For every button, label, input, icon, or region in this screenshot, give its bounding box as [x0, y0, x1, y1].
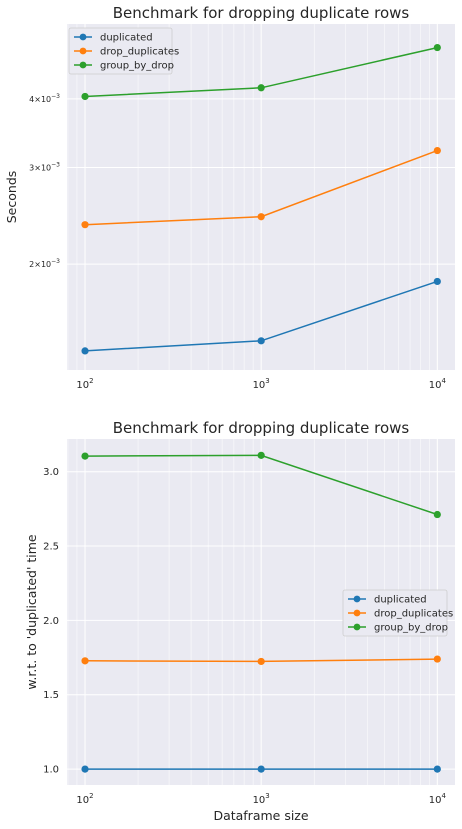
y-tick-label: 4×10−3 — [29, 93, 60, 104]
y-tick-base: 10 — [41, 163, 51, 172]
y-tick-times: × — [34, 260, 41, 269]
data-point-group-by-drop — [257, 84, 265, 92]
chart-title: Benchmark for dropping duplicate rows — [113, 4, 410, 22]
legend-box — [68, 27, 173, 75]
x-tick-base: 10 — [429, 795, 442, 806]
x-tick-base: 10 — [76, 795, 89, 806]
data-point-group-by-drop — [433, 43, 441, 52]
data-point-group-by-drop — [81, 452, 89, 460]
data-point-duplicated — [433, 277, 441, 286]
x-tick-label: 103 — [253, 792, 270, 806]
x-tick-label: 104 — [429, 377, 447, 391]
legend-label: group_by_drop — [100, 61, 174, 72]
y-tick-mantissa: 2 — [29, 260, 34, 269]
y-tick-mantissa: 4 — [29, 95, 34, 104]
legend-marker — [353, 623, 361, 631]
legend-marker — [79, 33, 87, 41]
y-tick-times: × — [34, 163, 41, 172]
x-tick-base: 10 — [253, 380, 266, 391]
legend-marker — [79, 47, 87, 55]
y-tick-label: 1.0 — [43, 765, 59, 776]
data-point-duplicated — [433, 765, 441, 773]
data-point-drop-duplicates — [81, 657, 89, 665]
x-tick-base: 10 — [253, 795, 266, 806]
y-tick-label: 2.5 — [43, 542, 59, 553]
y-tick-base: 10 — [41, 260, 51, 269]
legend-marker — [353, 595, 361, 603]
legend-label: drop_duplicates — [100, 47, 179, 58]
legend-box — [342, 589, 448, 637]
legend-label: drop_duplicates — [374, 609, 453, 620]
legend: duplicated drop_duplicates group_by_drop — [68, 27, 179, 75]
y-tick-label: 3.0 — [43, 467, 59, 478]
x-tick-label: 104 — [429, 792, 447, 806]
legend-marker — [79, 61, 87, 69]
x-tick-label: 102 — [76, 792, 93, 806]
y-tick-exponent: −3 — [51, 258, 60, 265]
y-tick-mantissa: 3 — [29, 163, 34, 172]
y-tick-label: 2.0 — [43, 616, 59, 627]
data-point-duplicated — [257, 337, 265, 345]
data-point-drop-duplicates — [433, 146, 441, 155]
y-tick-base: 10 — [41, 95, 51, 104]
data-point-group-by-drop — [433, 510, 441, 519]
x-axis-label: Dataframe size — [213, 808, 308, 823]
y-tick-exponent: −3 — [51, 161, 60, 168]
chart-title: Benchmark for dropping duplicate rows — [113, 419, 410, 437]
legend-label: group_by_drop — [374, 623, 448, 634]
data-point-duplicated — [81, 765, 89, 773]
x-tick-label: 102 — [76, 377, 93, 391]
x-tick-label: 103 — [253, 377, 270, 391]
x-tick-exponent: 4 — [441, 377, 446, 385]
y-tick-label: 1.5 — [43, 690, 59, 701]
data-point-drop-duplicates — [257, 213, 265, 221]
y-tick-times: × — [34, 95, 41, 104]
x-tick-exponent: 2 — [89, 792, 93, 800]
legend-label: duplicated — [100, 33, 153, 44]
x-tick-exponent: 2 — [89, 377, 93, 385]
data-point-drop-duplicates — [433, 655, 441, 663]
legend-marker — [353, 609, 361, 617]
y-tick-label: 2×10−3 — [29, 258, 60, 269]
legend-label: duplicated — [374, 595, 427, 606]
legend: duplicated drop_duplicates group_by_drop — [342, 589, 453, 637]
x-tick-exponent: 3 — [265, 792, 269, 800]
data-point-drop-duplicates — [257, 657, 265, 666]
data-point-duplicated — [81, 347, 89, 355]
x-tick-base: 10 — [76, 380, 89, 391]
x-tick-exponent: 4 — [441, 792, 446, 800]
data-point-group-by-drop — [81, 92, 89, 101]
data-point-drop-duplicates — [81, 221, 89, 229]
data-point-duplicated — [257, 765, 265, 773]
x-tick-exponent: 3 — [265, 377, 269, 385]
data-point-group-by-drop — [257, 451, 265, 459]
y-tick-label: 3×10−3 — [29, 161, 60, 172]
y-axis-label: Seconds — [4, 171, 19, 224]
y-axis-label: w.r.t. to 'duplicated' time — [24, 534, 39, 690]
x-tick-base: 10 — [429, 380, 442, 391]
y-tick-exponent: −3 — [51, 93, 60, 100]
